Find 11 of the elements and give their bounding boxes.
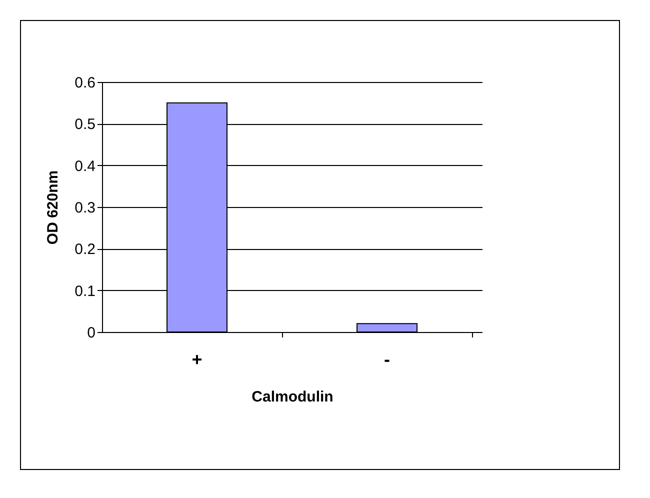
x-axis-title: Calmodulin — [252, 388, 334, 406]
y-tick-label: 0.2 — [74, 241, 96, 258]
y-tick-label: 0.5 — [74, 116, 96, 134]
y-tick-label: 0 — [87, 324, 96, 342]
y-tick-label: 0.4 — [74, 158, 96, 175]
y-tick-label: 0.3 — [74, 200, 96, 216]
y-tick-label: 0.6 — [74, 74, 96, 92]
y-axis-title: OD 620nm — [44, 170, 62, 245]
y-tick-label: 0.1 — [74, 282, 96, 300]
x-tick-label: - — [384, 350, 390, 370]
x-tick-label: + — [192, 350, 202, 370]
